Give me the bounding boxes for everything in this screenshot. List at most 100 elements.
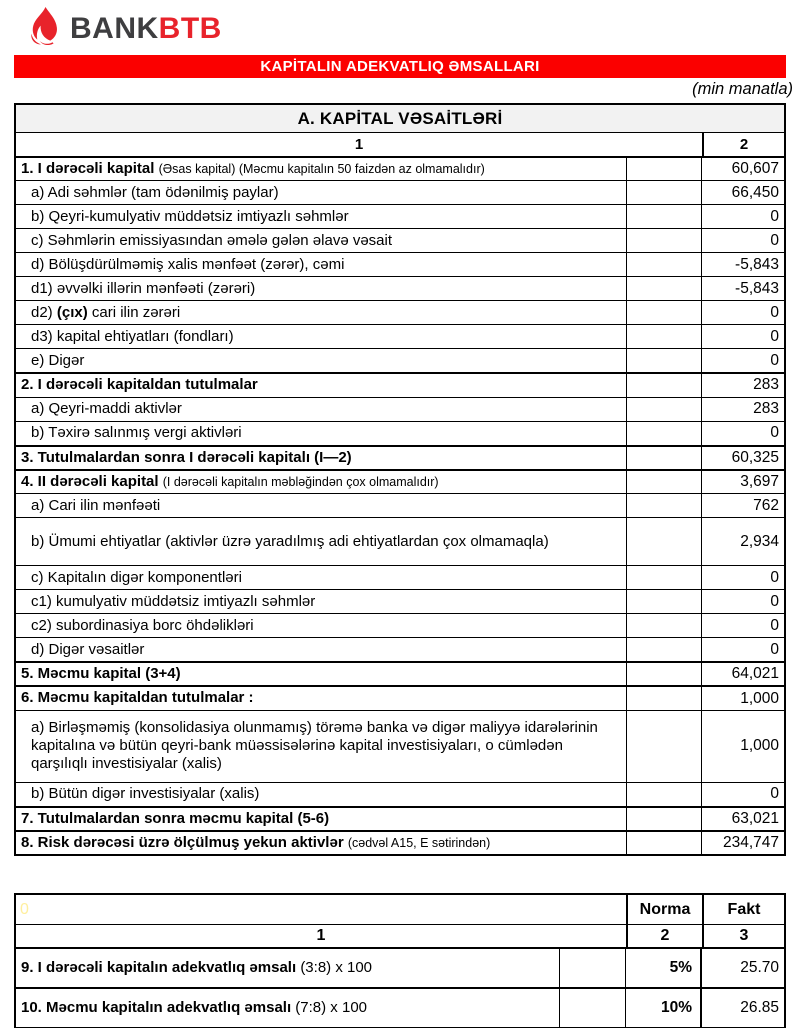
row-label: e) Digər	[16, 349, 627, 373]
row-label-segment: a) Birləşməmiş (konsolidasiya olunmamış)…	[31, 718, 598, 773]
capital-table-row: b) Təxirə salınmış vergi aktivləri 0	[16, 420, 784, 445]
ratio-table: 0 Norma Fakt 1 2 3 9. I dərəcəli kapital…	[14, 893, 786, 1028]
capital-table-row: a) Qeyri-maddi aktivlər 283	[16, 396, 784, 421]
row-spacer-cell	[627, 181, 702, 205]
row-value: 1,000	[740, 689, 779, 707]
row-label: 6. Məcmu kapitaldan tutulmalar :	[16, 687, 627, 710]
row-value: 0	[770, 327, 779, 345]
row-spacer-cell	[627, 663, 702, 686]
row-value: 0	[770, 616, 779, 634]
row-norma-value: 10%	[626, 989, 702, 1027]
row-value: 63,021	[731, 809, 779, 827]
row-spacer-cell	[627, 638, 702, 662]
row-spacer-cell	[560, 949, 626, 987]
capital-table-row: b) Qeyri-kumulyativ müddətsiz imtiyazlı …	[16, 204, 784, 229]
row-value: 0	[770, 785, 779, 803]
capital-table-row: 8. Risk dərəcəsi üzrə ölçülmuş yekun akt…	[16, 830, 784, 855]
row-label: c2) subordinasiya borc öhdəlikləri	[16, 614, 627, 638]
row-value: 0	[770, 640, 779, 658]
row-label: 4. II dərəcəli kapital (I dərəcəli kapit…	[16, 470, 627, 494]
row-label-segment: a) Qeyri-maddi aktivlər	[31, 399, 182, 417]
capital-table-row: d1) əvvəlki illərin mənfəəti (zərəri) -5,…	[16, 276, 784, 301]
row-spacer-cell	[627, 253, 702, 277]
row-label: a) Birləşməmiş (konsolidasiya olunmamış)…	[16, 710, 627, 782]
row-spacer-cell	[627, 590, 702, 614]
row-label-segment: d) Bölüşdürülməmiş xalis mənfəət (zərər)…	[31, 255, 345, 273]
row-label-segment: (I dərəcəli kapitalın məbləğindən çox ol…	[162, 474, 439, 489]
row-label-segment: c) Səhmlərin emissiyasından əmələ gələn …	[31, 231, 393, 249]
row-value: 234,747	[722, 834, 779, 852]
row-label-segment: c1) kumulyativ müddətsiz imtiyazlı səhml…	[31, 592, 316, 610]
row-label-segment: a) Cari ilin mənfəəti	[31, 496, 161, 514]
logo-bank-text: BANK	[70, 11, 159, 45]
row-label-segment: 6. Məcmu kapitaldan tutulmalar :	[21, 689, 254, 707]
row-label-segment: d3) kapital ehtiyatları (fondları)	[31, 327, 234, 345]
capital-table-row: 5. Məcmu kapital (3+4) 64,021	[16, 661, 784, 686]
row-label-segment: 1. I dərəcəli kapital	[21, 160, 159, 177]
row-value: 0	[770, 207, 779, 225]
capital-table-row: a) Birləşməmiş (konsolidasiya olunmamış)…	[16, 709, 784, 782]
row-label: a) Qeyri-maddi aktivlər	[16, 397, 627, 421]
row-value: 60,325	[731, 448, 779, 466]
row-label-segment: 3. Tutulmalardan sonra I dərəcəli kapita…	[21, 448, 352, 466]
row-spacer-cell	[627, 374, 702, 397]
row-value: 0	[770, 568, 779, 586]
row-label-segment: c2) subordinasiya borc öhdəlikləri	[31, 616, 254, 634]
ratio-table-body: 9. I dərəcəli kapitalın adekvatlıq əmsal…	[16, 947, 784, 1027]
row-value: 762	[753, 496, 779, 514]
row-label-segment: b) Bütün digər investisiyalar (xalis)	[31, 785, 260, 803]
report-title: KAPİTALIN ADEKVATLIQ ƏMSALLARI	[260, 58, 540, 75]
row-value: 3,697	[740, 473, 779, 491]
row-spacer-cell	[627, 687, 702, 710]
row-spacer-cell	[560, 989, 626, 1027]
row-label: d) Bölüşdürülməmiş xalis mənfəət (zərər)…	[16, 253, 627, 277]
row-label: 8. Risk dərəcəsi üzrə ölçülmuş yekun akt…	[16, 832, 627, 855]
row-spacer-cell	[627, 614, 702, 638]
ratio-table-header: 0 Norma Fakt	[16, 895, 784, 924]
row-label-segment: cari ilin zərəri	[87, 303, 181, 321]
capital-table-row: e) Digər 0	[16, 348, 784, 373]
ratio-column-number-1: 1	[316, 927, 326, 944]
unit-note: (min manatla)	[692, 80, 793, 98]
capital-table-column-numbers: 1 2	[16, 132, 784, 156]
row-label-segment: 10. Məcmu kapitalın adekvatlıq əmsalı	[21, 999, 296, 1016]
row-label-segment: a) Adi səhmlər (tam ödənilmiş paylar)	[31, 183, 279, 201]
capital-table-row: b) Ümumi ehtiyatlar (aktivlər üzrə yarad…	[16, 517, 784, 566]
row-label: 2. I dərəcəli kapitaldan tutulmalar	[16, 374, 627, 397]
row-label-segment: d2)	[31, 303, 57, 321]
row-label-segment: (3:8) x 100	[300, 959, 373, 976]
row-value: 66,450	[731, 183, 779, 201]
row-label-segment: (çıx)	[56, 303, 88, 321]
capital-table-row: c) Səhmlərin emissiyasından əmələ gələn …	[16, 228, 784, 253]
row-value: -5,843	[735, 255, 779, 273]
ratio-table-row: 9. I dərəcəli kapitalın adekvatlıq əmsal…	[16, 947, 784, 987]
row-label: 1. I dərəcəli kapital (Əsas kapital) (Mə…	[16, 158, 627, 181]
row-spacer-cell	[627, 158, 702, 181]
row-label-segment: 9. I dərəcəli kapitalın adekvatlıq əmsal…	[21, 959, 301, 976]
row-value: 60,607	[731, 160, 779, 178]
row-label-segment: 2. I dərəcəli kapitaldan tutulmalar	[21, 376, 258, 394]
row-label: a) Cari ilin mənfəəti	[16, 494, 627, 518]
row-value: 0	[770, 351, 779, 369]
row-label: 5. Məcmu kapital (3+4)	[16, 663, 627, 686]
row-value: 0	[770, 592, 779, 610]
row-value: 2,934	[740, 532, 779, 550]
row-spacer-cell	[627, 832, 702, 855]
norma-column-header: Norma	[626, 895, 702, 924]
row-label-segment: (Əsas kapital) (Məcmu kapitalın 50 faizd…	[158, 162, 485, 176]
row-label: 9. I dərəcəli kapitalın adekvatlıq əmsal…	[16, 949, 560, 987]
capital-table-body: 1. I dərəcəli kapital (Əsas kapital) (Mə…	[16, 156, 784, 855]
row-label-segment: b) Qeyri-kumulyativ müddətsiz imtiyazlı …	[31, 207, 349, 225]
capital-table: A. KAPİTAL VƏSAİTLƏRİ 1 2 1. I dərəcəli …	[14, 103, 786, 857]
row-label-segment: b) Ümumi ehtiyatlar (aktivlər üzrə yarad…	[31, 532, 549, 550]
capital-table-row: d3) kapital ehtiyatları (fondları) 0	[16, 324, 784, 349]
row-label: b) Ümumi ehtiyatlar (aktivlər üzrə yarad…	[16, 518, 627, 566]
logo-btb-text: BTB	[158, 11, 222, 45]
row-value: 283	[753, 400, 779, 418]
row-value: 64,021	[731, 665, 779, 683]
row-fakt-value: 26.85	[740, 999, 779, 1016]
capital-table-row: 6. Məcmu kapitaldan tutulmalar : 1,000	[16, 685, 784, 710]
row-label-segment: b) Təxirə salınmış vergi aktivləri	[31, 423, 242, 441]
row-value: 283	[753, 376, 779, 394]
logo-wordmark: BANKBTB	[70, 11, 222, 45]
